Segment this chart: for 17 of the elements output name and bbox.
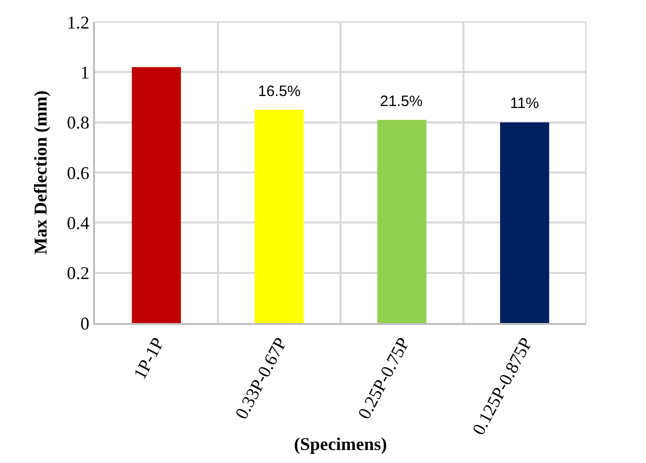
x-tick-label: 1P-1P [130,334,168,383]
y-tick-label: 1 [80,62,90,82]
y-axis-title: Max Deflection (mm) [30,90,51,254]
y-tick-label: 0.8 [66,112,90,133]
annotation: 21.5% [380,93,423,110]
y-tick-label: 0.2 [66,263,90,284]
annotation: 16.5% [258,83,301,100]
bar [500,122,550,323]
bar [132,67,181,323]
y-tick-label: 1.2 [66,12,90,32]
bar [377,120,426,323]
y-tick-label: 0.4 [66,212,90,233]
x-axis-title: (Specimens) [294,434,387,454]
y-tick-label: 0.6 [66,162,90,183]
annotation: 11% [510,95,539,112]
bar [254,110,304,323]
y-tick-label: 0 [80,313,90,334]
